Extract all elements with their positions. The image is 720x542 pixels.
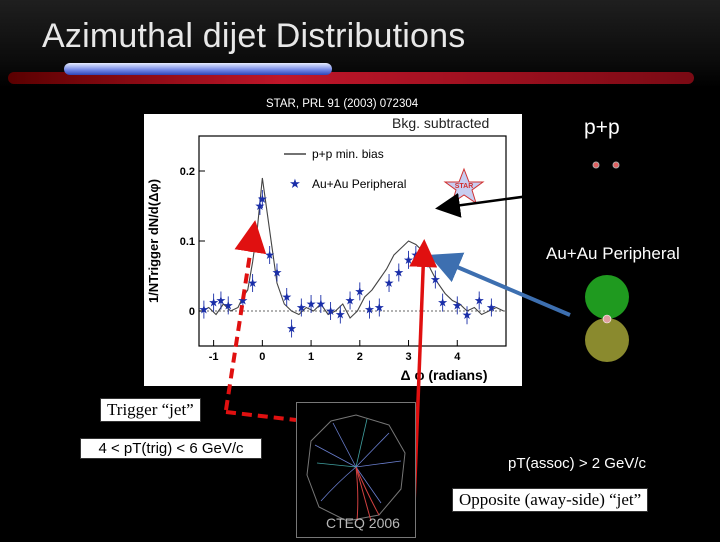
- auau-point: ★: [281, 290, 292, 304]
- plot-frame: [198, 135, 507, 347]
- auau-point: ★: [384, 276, 395, 290]
- assoc-pt-range: pT(assoc) > 2 GeV/c: [508, 455, 646, 472]
- y-axis-label: 1/NTrigger dN/d(Δφ): [146, 179, 161, 303]
- y-tick-label: 0.2: [180, 166, 195, 178]
- auau-point: ★: [208, 296, 219, 310]
- auau-point: ★: [296, 301, 307, 315]
- legend-swatch-auau: ★: [289, 176, 301, 191]
- auau-point: ★: [335, 308, 346, 322]
- auau-point: ★: [325, 304, 336, 318]
- trigger-pt-range: 4 < pT(trig) < 6 GeV/c: [80, 438, 262, 459]
- x-axis-label: Δ φ (radians): [401, 367, 488, 383]
- auau-point: ★: [264, 248, 275, 262]
- trigger-jet-label: Trigger “jet”: [100, 398, 201, 422]
- away-side-jet-label: Opposite (away-side) “jet”: [452, 488, 649, 512]
- x-tick-label: 2: [357, 351, 363, 363]
- chart-panel: ★ ★ ★ ★ ★ ★ ★ ★ ★ ★ ★ ★ ★ ★ ★ ★ ★ ★ ★ ★ ★ ★ ★ ★ ★ ★ ★ ★ ★ ★ ★ ★ -1 0 1 2 3 4…: [144, 114, 522, 386]
- collision-spot-icon: [602, 314, 612, 324]
- auau-point: ★: [247, 276, 258, 290]
- pp-label: p+p: [584, 116, 620, 139]
- event-caption: CTEQ 2006: [326, 515, 400, 531]
- auau-point: ★: [354, 284, 365, 298]
- auau-point: ★: [437, 296, 448, 310]
- auau-point: ★: [462, 308, 473, 322]
- auau-point: ★: [430, 273, 441, 287]
- star-logo-text: STAR: [455, 183, 474, 190]
- auau-point: ★: [198, 303, 209, 317]
- trigger-dashed-link: [225, 410, 297, 422]
- y-tick-label: 0.1: [180, 236, 195, 248]
- auau-point: ★: [255, 199, 266, 213]
- title-underline-bar: [8, 72, 694, 84]
- auau-point: ★: [364, 303, 375, 317]
- auau-point: ★: [393, 266, 404, 280]
- title-underline-highlight: [64, 63, 332, 75]
- y-tick-label: 0: [189, 306, 195, 318]
- x-tick-label: 4: [454, 351, 461, 363]
- legend-label-auau: Au+Au Peripheral: [312, 177, 406, 191]
- auau-point: ★: [216, 294, 227, 308]
- auau-point: ★: [257, 192, 268, 206]
- auau-point: ★: [374, 301, 385, 315]
- source-citation: STAR, PRL 91 (2003) 072304: [266, 98, 419, 110]
- auau-point: ★: [345, 294, 356, 308]
- legend-label-pp: p+p min. bias: [312, 147, 384, 161]
- auau-point: ★: [410, 248, 421, 262]
- slide-title: Azimuthal dijet Distributions: [42, 17, 466, 55]
- auau-point: ★: [486, 301, 497, 315]
- auau-point: ★: [474, 294, 485, 308]
- auau-point: ★: [403, 253, 414, 267]
- auau-point: ★: [223, 298, 234, 312]
- auau-point: ★: [286, 322, 297, 336]
- x-tick-label: 0: [259, 351, 265, 363]
- auau-point: ★: [423, 252, 434, 266]
- x-tick-label: -1: [209, 351, 219, 363]
- auau-point: ★: [272, 266, 283, 280]
- event-display-icon: [296, 402, 416, 538]
- auau-point: ★: [237, 294, 248, 308]
- nucleus-icon: [585, 318, 629, 362]
- proton-dot-icon: [612, 161, 620, 169]
- proton-dot-icon: [592, 161, 600, 169]
- x-tick-label: 3: [405, 351, 411, 363]
- nucleus-icon: [585, 275, 629, 319]
- azimuthal-chart: ★★★★ ★★★★★★★★★★★★★★★★★★★★★ ★★★ ★★★ ★ -1 0 1 2 3 4…: [146, 135, 507, 383]
- bkg-subtracted-label: Bkg. subtracted: [390, 115, 492, 131]
- auau-label: Au+Au Peripheral: [546, 244, 680, 263]
- auau-point: ★: [315, 297, 326, 311]
- x-tick-label: 1: [308, 351, 314, 363]
- star-logo-icon: STAR: [443, 167, 485, 205]
- auau-point: ★: [306, 297, 317, 311]
